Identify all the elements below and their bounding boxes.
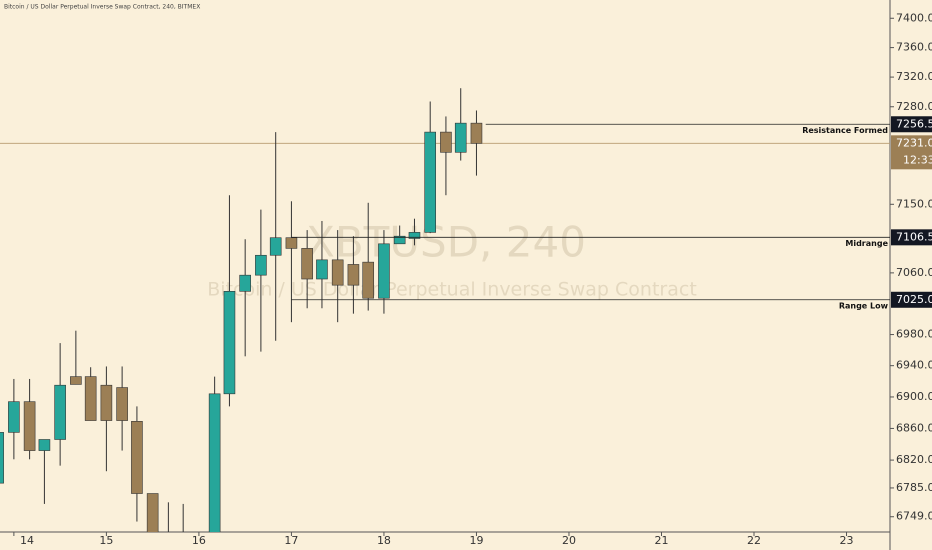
y-tick-label: 7320.0 — [896, 70, 932, 83]
y-tick-label: 6820.0 — [896, 453, 932, 466]
level-value-label: 7025.0 — [896, 293, 932, 306]
x-tick-label: 18 — [377, 534, 391, 547]
candle-body — [70, 376, 82, 385]
candle-body — [223, 291, 236, 395]
candle-body — [408, 232, 421, 239]
plot-area — [0, 88, 890, 532]
y-tick-label: 7360.0 — [896, 41, 932, 54]
x-tick-label: 22 — [747, 534, 761, 547]
candle-body — [269, 237, 282, 256]
y-tick-label: 7060.0 — [896, 266, 932, 279]
watermark-symbol: XBTUSD, 240 — [306, 218, 586, 267]
countdown-label: 12:33 — [903, 153, 932, 166]
y-tick-label: 7150.0 — [896, 197, 932, 210]
x-tick-label: 17 — [284, 534, 298, 547]
y-tick-label: 7280.0 — [896, 100, 932, 113]
candle-body — [116, 387, 128, 421]
candle-body — [208, 393, 221, 532]
candle-body — [393, 235, 406, 245]
level-name: Midrange — [845, 239, 888, 248]
x-tick-label: 23 — [840, 534, 854, 547]
y-tick-label: 6900.0 — [896, 390, 932, 403]
x-tick-label: 20 — [562, 534, 576, 547]
candle-body — [301, 248, 313, 280]
candle-body — [347, 264, 360, 286]
last-price-box — [891, 135, 932, 170]
y-tick-label: 6749.0 — [896, 510, 932, 523]
x-tick-label: 14 — [20, 534, 34, 547]
level-value-label: 7256.5 — [896, 117, 932, 130]
candle-body — [0, 432, 4, 484]
candle-body — [331, 259, 344, 286]
candle-body — [454, 122, 467, 153]
level-name: Resistance Formed — [802, 126, 888, 135]
candle-body — [470, 122, 483, 144]
y-tick-label: 6980.0 — [896, 328, 932, 341]
y-tick-label: 6785.0 — [896, 481, 932, 494]
candle-body — [255, 254, 267, 276]
level-name: Range Low — [839, 301, 889, 310]
x-tick-label: 21 — [654, 534, 668, 547]
candle-body — [378, 243, 390, 299]
candle-body — [239, 274, 251, 292]
candle-body — [316, 259, 328, 280]
last-price-label: 7231.0 — [896, 136, 932, 149]
candle-body — [54, 384, 66, 440]
level-value-label: 7106.5 — [896, 230, 932, 243]
chart-title: Bitcoin / US Dollar Perpetual Inverse Sw… — [4, 4, 200, 11]
candle-body — [100, 384, 113, 421]
y-tick-label: 7400.0 — [896, 11, 932, 24]
level-value-box — [891, 229, 932, 246]
candle-body — [440, 131, 452, 153]
watermark-description: Bitcoin / US Dollar Perpetual Inverse Sw… — [207, 279, 697, 301]
y-tick-label: 6940.0 — [896, 359, 932, 372]
candle-body — [146, 493, 159, 532]
candle-body — [23, 401, 36, 451]
candle-body — [84, 376, 97, 421]
candle-body — [131, 421, 143, 494]
level-value-box — [891, 116, 932, 133]
candle-body — [362, 261, 375, 299]
x-tick-label: 16 — [192, 534, 206, 547]
x-tick-label: 19 — [469, 534, 483, 547]
x-tick-label: 15 — [99, 534, 113, 547]
candle-body — [38, 439, 51, 451]
candle-body — [285, 237, 298, 249]
candle-body — [8, 401, 20, 433]
level-value-box — [891, 291, 932, 308]
y-tick-label: 6860.0 — [896, 421, 932, 434]
candle-body — [424, 131, 436, 233]
